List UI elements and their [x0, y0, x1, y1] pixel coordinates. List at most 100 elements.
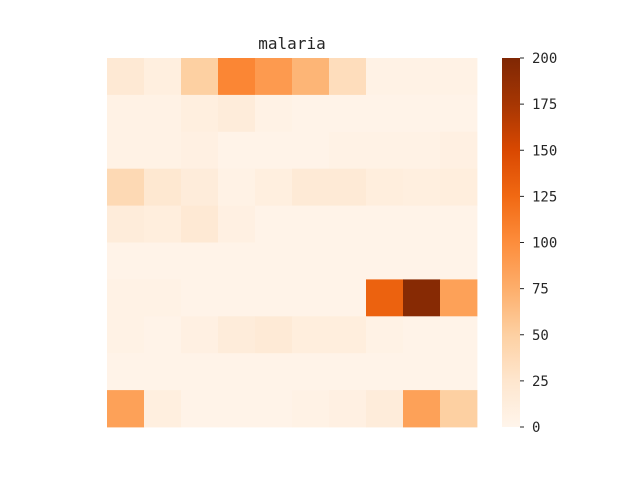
heatmap-cell	[218, 279, 256, 317]
heatmap-cell	[181, 168, 219, 206]
heatmap-cell	[107, 353, 145, 391]
heatmap-cell	[403, 131, 441, 170]
heatmap-cell	[329, 242, 367, 280]
heatmap-cell	[329, 131, 367, 170]
heatmap-cell	[366, 316, 404, 354]
heatmap-cell	[181, 279, 219, 317]
heatmap-cell	[144, 205, 182, 243]
heatmap-grid	[107, 58, 478, 428]
heatmap-cell	[255, 168, 293, 206]
heatmap-cell	[440, 168, 478, 206]
heatmap-cell	[440, 205, 478, 243]
heatmap-cell	[403, 353, 441, 391]
heatmap-cell	[329, 58, 367, 96]
colorbar-tick-label: 200	[532, 51, 557, 67]
heatmap-cell	[181, 205, 219, 243]
heatmap-cell	[218, 131, 256, 170]
heatmap-cell	[107, 168, 145, 206]
heatmap-cell	[218, 205, 256, 243]
heatmap-cell	[403, 242, 441, 280]
heatmap-cell	[255, 316, 293, 354]
heatmap-cell	[107, 316, 145, 354]
heatmap-cell	[107, 242, 145, 280]
heatmap-cell	[255, 279, 293, 317]
heatmap-cell	[107, 58, 145, 96]
heatmap-cell	[292, 94, 330, 133]
heatmap-cell	[292, 316, 330, 354]
heatmap-cell	[403, 58, 441, 96]
heatmap-cell	[181, 316, 219, 354]
heatmap-cell	[440, 242, 478, 280]
heatmap-cell	[107, 205, 145, 243]
colorbar-tick-label: 125	[532, 189, 557, 205]
heatmap-cell	[107, 390, 145, 428]
heatmap-cell	[181, 131, 219, 170]
heatmap-cell	[403, 168, 441, 206]
heatmap-cell	[366, 131, 404, 170]
heatmap-cell	[292, 390, 330, 428]
colorbar	[502, 58, 520, 427]
heatmap-cell	[107, 94, 145, 133]
heatmap-cell	[255, 131, 293, 170]
heatmap-cell	[255, 353, 293, 391]
colorbar-tick-label: 0	[532, 420, 540, 436]
heatmap-cell	[292, 279, 330, 317]
colorbar-tick-label: 150	[532, 143, 557, 159]
heatmap-cell	[144, 131, 182, 170]
heatmap-cell	[366, 205, 404, 243]
heatmap-cell	[181, 58, 219, 96]
heatmap-cell	[292, 131, 330, 170]
heatmap-cell	[329, 168, 367, 206]
heatmap-cell	[329, 316, 367, 354]
heatmap-cell	[144, 316, 182, 354]
heatmap-cell	[403, 205, 441, 243]
heatmap-cell	[440, 353, 478, 391]
heatmap-cell	[144, 390, 182, 428]
heatmap-cell	[218, 353, 256, 391]
heatmap-cell	[144, 242, 182, 280]
heatmap-cell	[181, 242, 219, 280]
heatmap-cell	[403, 94, 441, 133]
colorbar-tick-label: 25	[532, 374, 549, 390]
heatmap-cell	[440, 279, 478, 317]
heatmap-cell	[440, 316, 478, 354]
colorbar-tick-label: 175	[532, 97, 557, 113]
heatmap-cell	[181, 94, 219, 133]
heatmap-cell	[255, 390, 293, 428]
heatmap-cell	[255, 94, 293, 133]
heatmap-cell	[181, 353, 219, 391]
heatmap-cell	[329, 205, 367, 243]
heatmap-cell	[403, 316, 441, 354]
heatmap-cell	[292, 242, 330, 280]
heatmap-cell	[329, 94, 367, 133]
heatmap-cell	[329, 390, 367, 428]
heatmap-cell	[292, 205, 330, 243]
heatmap-cell	[144, 353, 182, 391]
heatmap-cell	[329, 279, 367, 317]
chart-title: malaria	[258, 34, 325, 53]
heatmap-cell	[144, 168, 182, 206]
heatmap-cell	[292, 58, 330, 96]
heatmap-cell	[440, 94, 478, 133]
heatmap-cell	[255, 242, 293, 280]
heatmap-cell	[366, 353, 404, 391]
heatmap-cell	[366, 279, 404, 317]
colorbar-tick-label: 50	[532, 328, 549, 344]
heatmap-cell	[144, 58, 182, 96]
heatmap-cell	[144, 279, 182, 317]
heatmap-cell	[292, 168, 330, 206]
heatmap-cell	[403, 279, 441, 317]
colorbar-tick-label: 75	[532, 282, 549, 298]
heatmap-cell	[366, 94, 404, 133]
heatmap-cell	[440, 58, 478, 96]
heatmap-cell	[440, 390, 478, 428]
heatmap-cell	[218, 168, 256, 206]
colorbar-tick-label: 100	[532, 236, 557, 252]
heatmap-cell	[255, 205, 293, 243]
heatmap-cell	[218, 390, 256, 428]
heatmap-cell	[366, 390, 404, 428]
heatmap-cell	[403, 390, 441, 428]
heatmap-cell	[218, 58, 256, 96]
heatmap-cell	[181, 390, 219, 428]
